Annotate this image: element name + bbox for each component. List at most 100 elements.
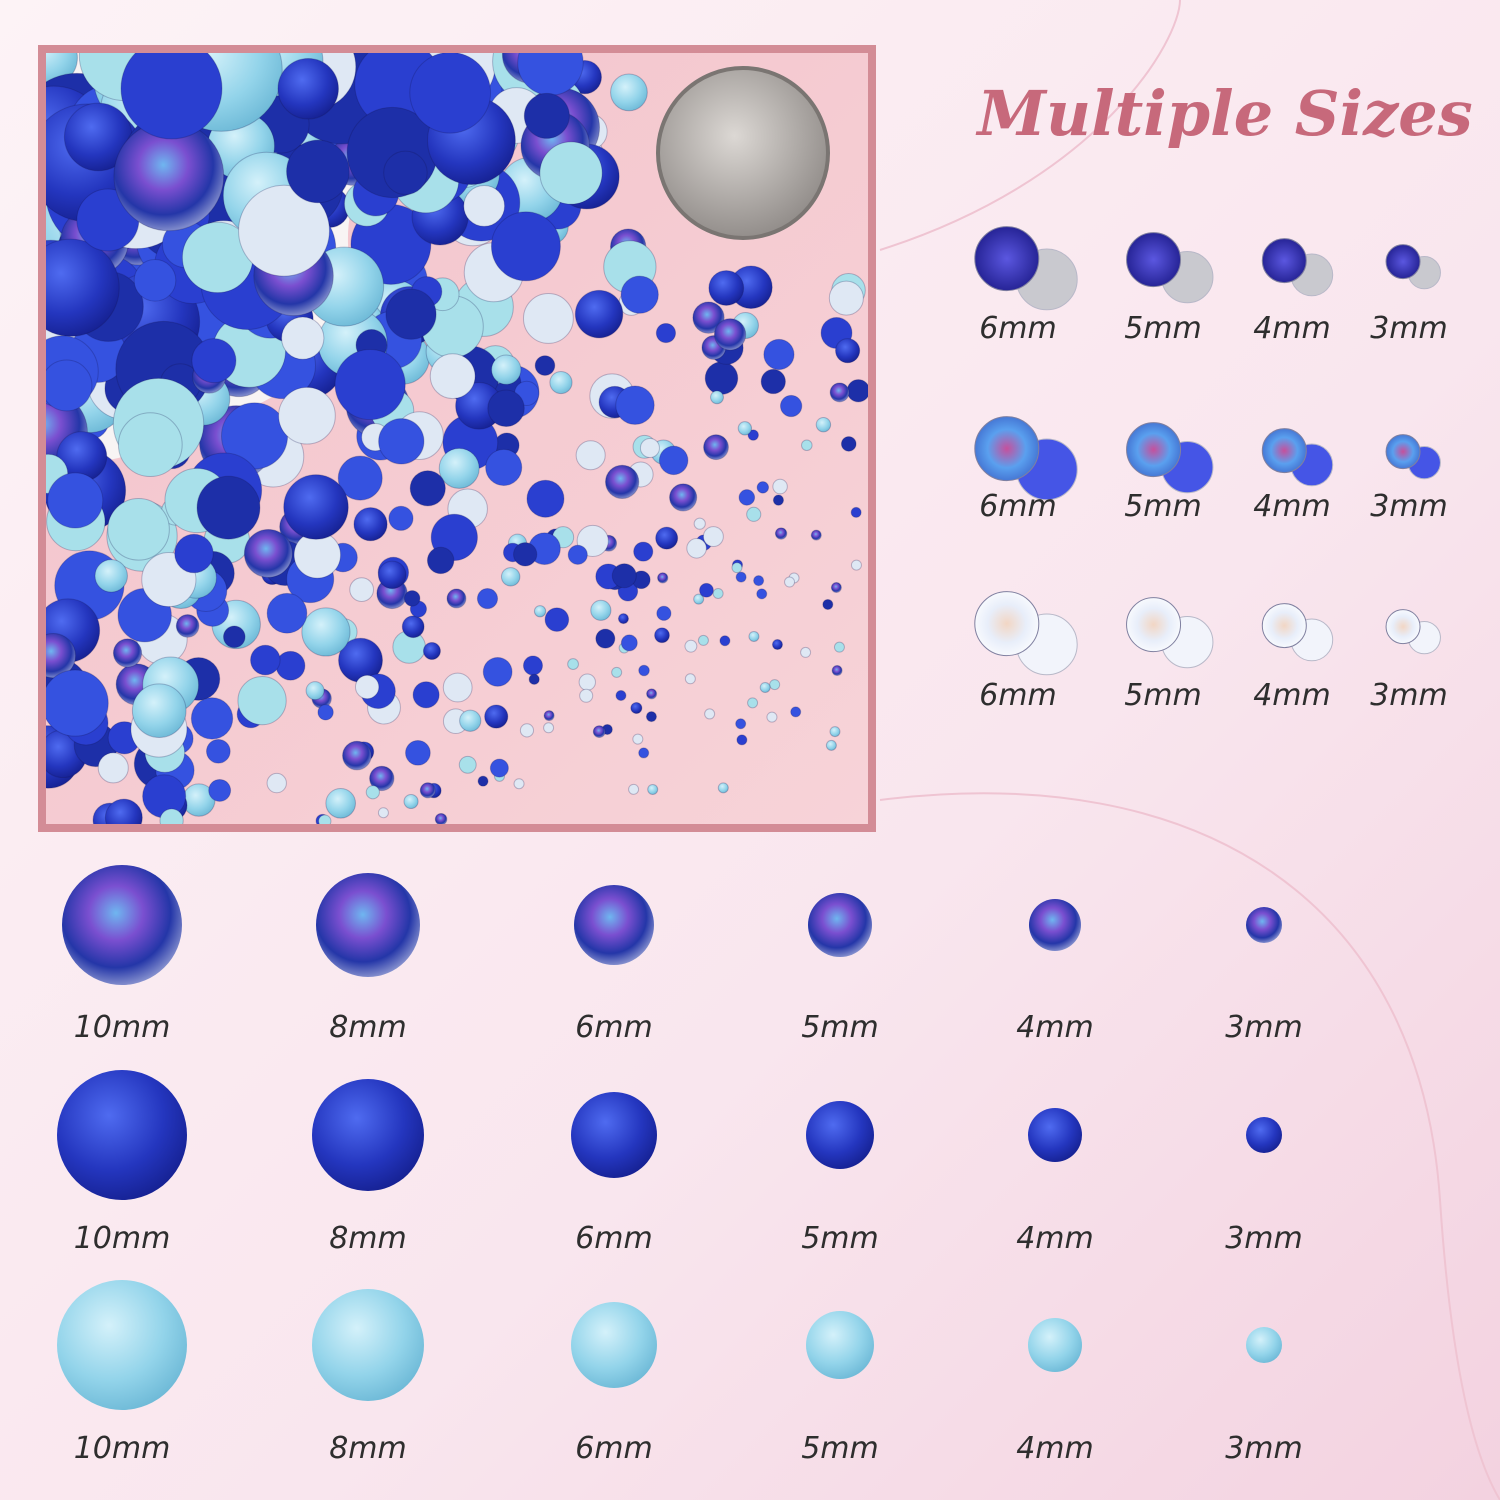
size-label: 3mm [1370,678,1448,713]
bead [117,412,183,478]
bead [484,704,509,729]
bead [403,793,419,810]
bead [334,348,406,421]
size-label: 5mm [801,1221,879,1256]
bead [605,464,640,500]
bead [46,238,120,337]
bead [266,772,287,794]
bead [699,582,714,598]
size-label: 6mm [979,311,1057,346]
bead [175,614,200,638]
size-label: 3mm [1225,1221,1303,1256]
bead [353,507,388,542]
bead [595,628,616,649]
bead [191,338,237,384]
bead [753,575,765,587]
bead [774,527,788,540]
title: Multiple Sizes [975,77,1472,150]
size-label: 3mm [1225,1010,1303,1045]
bead [409,470,446,507]
bead [46,669,109,737]
bead [97,752,129,784]
bead [693,517,706,530]
size-label: 5mm [1124,489,1202,524]
bead [654,627,670,644]
size-label: 5mm [1124,678,1202,713]
size-label: 5mm [801,1010,879,1045]
bead [485,448,523,486]
bead [717,782,729,794]
pearl [1028,1318,1082,1372]
bead [692,301,725,334]
bead [544,607,570,632]
bead [519,723,535,738]
bead [133,259,177,302]
bead [286,139,350,204]
bead [539,141,603,205]
bead [610,73,648,112]
rhinestone [1261,603,1307,649]
bead [611,563,637,589]
size-label: 6mm [575,1431,653,1466]
bead [522,655,543,676]
rhinestone [974,416,1040,482]
bead [615,690,627,702]
bead [829,726,841,738]
bead [772,494,784,506]
bead [779,394,803,418]
pearl [57,1070,187,1200]
bead [693,593,705,605]
pearl [806,1101,874,1169]
bead [828,280,864,316]
bead [703,434,729,461]
bead [237,675,287,726]
bead [712,587,724,599]
bead [713,318,747,351]
bead [419,782,436,799]
bead [567,658,579,670]
bead [354,674,380,700]
bead [639,437,660,459]
bead [383,150,428,196]
bead [482,656,513,687]
bead [47,472,104,529]
bead [575,440,606,471]
rhinestone [1126,422,1182,478]
bead [275,650,306,681]
bead [305,681,325,701]
size-label: 4mm [1016,1431,1094,1466]
bead [459,709,482,732]
bead [206,738,231,764]
bead [533,605,547,618]
size-label: 4mm [1253,489,1331,524]
size-label: 4mm [1253,678,1331,713]
bead [647,783,659,795]
gem-grids: 6mm 5mm 4mm 3mm 6mm 5mm 4mm 3mm 6mm 5mm 4mm 3mm 10mm… [57,226,1448,1466]
bead [810,529,822,541]
bead [489,758,509,778]
bead [833,641,845,653]
bead [772,478,788,495]
size-label: 6mm [979,489,1057,524]
bead [620,634,638,652]
rhinestone [1385,244,1421,280]
bead [549,370,573,395]
bead [645,711,657,723]
bead [830,582,842,594]
bead [800,646,812,658]
pearl [571,1302,657,1388]
bead [736,734,748,746]
bead [277,57,339,120]
bead [574,289,624,339]
size-label: 10mm [74,1221,171,1256]
rhinestone [974,226,1040,292]
bead [476,588,499,610]
bead [771,639,783,651]
coin [656,66,830,240]
bead [401,615,425,639]
bead [578,673,596,691]
pearl [1246,907,1282,943]
bead [756,481,770,494]
bead [710,390,724,405]
